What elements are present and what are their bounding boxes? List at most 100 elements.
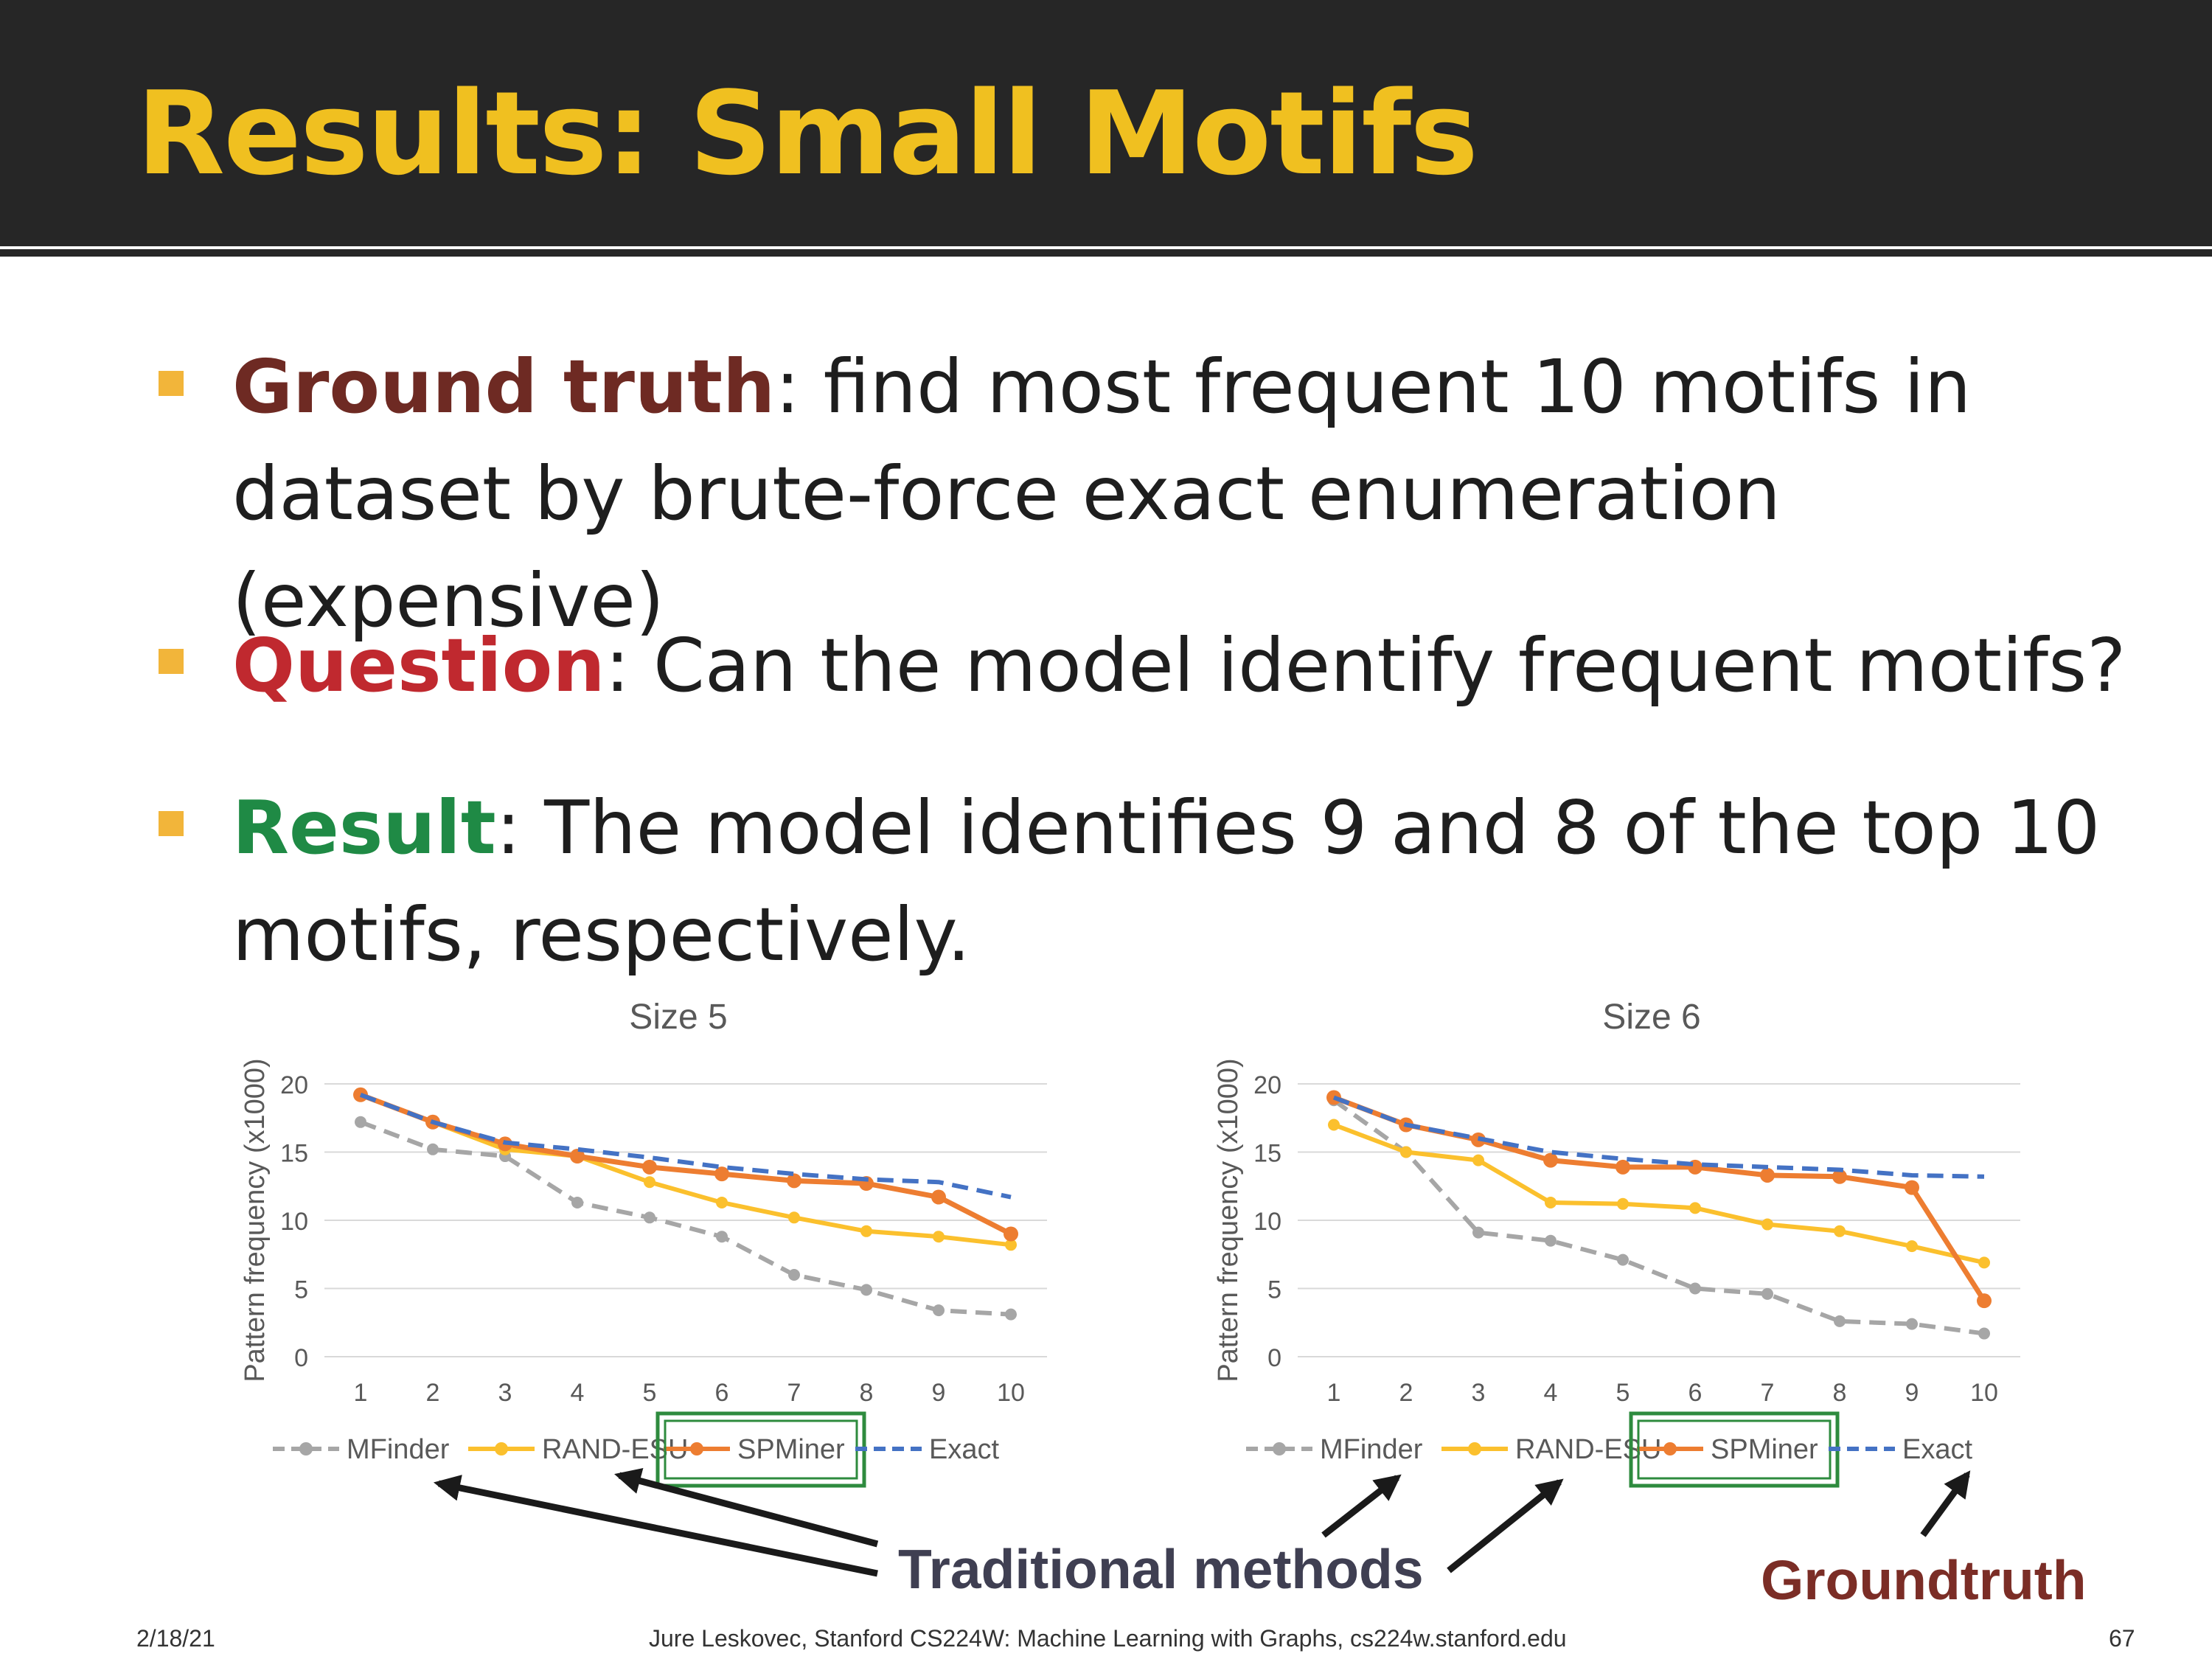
data-point-mfinder — [1545, 1234, 1557, 1247]
data-point-spminer — [714, 1166, 729, 1182]
data-point-spminer — [1615, 1159, 1630, 1175]
series-line-exact — [1332, 1095, 1985, 1179]
data-point-spminer — [570, 1149, 585, 1164]
x-tick-label: 10 — [997, 1379, 1025, 1407]
y-tick-label: 10 — [280, 1208, 308, 1236]
data-point-rand-esu — [860, 1225, 872, 1237]
x-tick-label: 4 — [1544, 1379, 1558, 1407]
data-point-mfinder — [716, 1231, 728, 1243]
y-tick-label: 20 — [280, 1071, 308, 1099]
y-axis-label: Pattern frequency (x1000) — [1213, 1058, 1244, 1382]
legend-marker-rand-esu — [1468, 1442, 1481, 1455]
data-point-rand-esu — [1906, 1240, 1918, 1253]
x-tick-label: 9 — [932, 1379, 946, 1407]
data-point-rand-esu — [1545, 1196, 1557, 1208]
bullet-question: Question: Can the model identify frequen… — [232, 612, 2164, 719]
title-bar-rule — [0, 249, 2212, 257]
legend-label-exact: Exact — [929, 1434, 999, 1465]
x-tick-label: 2 — [1399, 1379, 1413, 1407]
data-point-rand-esu — [1005, 1239, 1017, 1251]
data-point-mfinder — [1906, 1318, 1918, 1330]
data-point-rand-esu — [1472, 1154, 1484, 1166]
data-point-rand-esu — [1617, 1197, 1629, 1210]
legend-marker-mfinder — [299, 1442, 313, 1455]
y-tick-label: 5 — [294, 1276, 308, 1304]
title-bar — [0, 0, 2212, 246]
data-point-mfinder — [860, 1284, 872, 1296]
x-tick-label: 3 — [498, 1379, 512, 1407]
y-tick-label: 0 — [1267, 1344, 1281, 1372]
data-point-spminer — [1905, 1180, 1919, 1195]
data-point-mfinder — [1978, 1327, 1990, 1340]
x-tick-label: 2 — [426, 1379, 440, 1407]
x-tick-label: 8 — [1833, 1379, 1847, 1407]
traditional-methods-label: Traditional methods — [898, 1538, 1424, 1600]
data-point-mfinder — [1689, 1282, 1701, 1295]
chart-title: Size 6 — [1602, 998, 1700, 1037]
data-point-mfinder — [1834, 1315, 1846, 1327]
data-point-mfinder — [571, 1196, 583, 1208]
data-point-spminer — [1977, 1293, 1992, 1309]
x-tick-label: 9 — [1905, 1379, 1919, 1407]
chart-svg-1: Size 6 0 5 10 15 20 1 2 3 4 5 6 7 8 9 10 Pattern frequen… — [1213, 998, 2020, 1488]
footer-credit: Jure Leskovec, Stanford CS224W: Machine … — [649, 1625, 1567, 1652]
data-point-spminer — [787, 1173, 801, 1189]
data-point-rand-esu — [1328, 1119, 1340, 1131]
page-number: 67 — [2109, 1625, 2135, 1652]
legend-label-mfinder: MFinder — [347, 1434, 450, 1465]
y-tick-label: 20 — [1253, 1071, 1281, 1099]
x-tick-label: 1 — [1327, 1379, 1341, 1407]
legend-label-exact: Exact — [1902, 1434, 1972, 1465]
data-point-mfinder — [933, 1304, 945, 1317]
legend-marker-spminer — [1663, 1442, 1677, 1455]
legend-marker-rand-esu — [495, 1442, 508, 1455]
series-line-mfinder — [1332, 1098, 1985, 1336]
data-point-rand-esu — [1978, 1256, 1990, 1269]
keyword-ground-truth: Ground truth — [232, 344, 776, 430]
data-point-mfinder — [1761, 1287, 1773, 1300]
x-tick-label: 8 — [860, 1379, 874, 1407]
bullet-text-question: : Can the model identify frequent motifs… — [605, 622, 2126, 709]
data-point-mfinder — [788, 1269, 800, 1281]
data-point-rand-esu — [933, 1231, 945, 1243]
data-point-spminer — [1004, 1226, 1018, 1242]
y-tick-label: 15 — [1253, 1140, 1281, 1168]
y-tick-label: 0 — [294, 1344, 308, 1372]
chart-svg-0: Size 5 0 5 10 15 20 1 2 3 4 5 6 7 8 9 10 Pattern frequen… — [240, 998, 1047, 1488]
y-axis-label: Pattern frequency (x1000) — [240, 1058, 271, 1382]
x-tick-label: 7 — [787, 1379, 801, 1407]
series-line-rand-esu — [359, 1092, 1012, 1248]
data-point-spminer — [1543, 1152, 1558, 1168]
keyword-result: Result — [232, 785, 496, 871]
chart-size-5: Size 5 0 5 10 15 20 1 2 3 4 5 6 7 8 9 10 Pattern frequen… — [229, 988, 1113, 1504]
groundtruth-label: Groundtruth — [1761, 1549, 2087, 1611]
x-tick-label: 6 — [1688, 1379, 1703, 1407]
bullet-text-result: : The model identifies 9 and 8 of the to… — [232, 785, 2101, 978]
x-tick-label: 10 — [1970, 1379, 1998, 1407]
bullet-text-ground-truth: : find most frequent 10 motifs in datase… — [232, 344, 1972, 644]
legend-label-mfinder: MFinder — [1320, 1434, 1423, 1465]
bullet-marker-2 — [159, 649, 184, 674]
x-tick-label: 5 — [1616, 1379, 1630, 1407]
legend-label-spminer: SPMiner — [1711, 1434, 1818, 1465]
data-point-rand-esu — [1400, 1146, 1412, 1158]
data-point-rand-esu — [716, 1196, 728, 1208]
data-point-spminer — [1760, 1167, 1775, 1183]
chart-title: Size 5 — [629, 998, 727, 1037]
data-point-rand-esu — [788, 1211, 800, 1224]
y-tick-label: 10 — [1253, 1208, 1281, 1236]
series-line-rand-esu — [1332, 1122, 1985, 1265]
x-tick-label: 5 — [643, 1379, 657, 1407]
data-point-mfinder — [1472, 1226, 1484, 1239]
series-line-mfinder — [359, 1119, 1012, 1317]
legend-marker-mfinder — [1273, 1442, 1286, 1455]
bullet-result: Result: The model identifies 9 and 8 of … — [232, 774, 2164, 988]
data-point-mfinder — [644, 1211, 655, 1224]
x-tick-label: 3 — [1472, 1379, 1486, 1407]
keyword-question: Question — [232, 622, 605, 709]
data-point-spminer — [931, 1189, 946, 1205]
data-point-spminer — [642, 1159, 657, 1175]
y-tick-label: 15 — [280, 1140, 308, 1168]
data-point-rand-esu — [644, 1176, 655, 1189]
data-point-rand-esu — [1689, 1202, 1701, 1214]
